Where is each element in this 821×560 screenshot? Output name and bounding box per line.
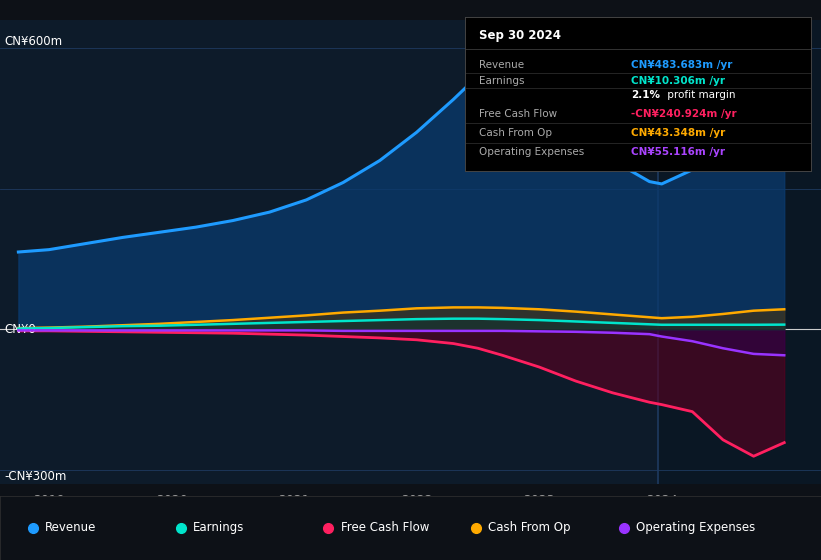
Text: Sep 30 2024: Sep 30 2024 — [479, 29, 561, 42]
Text: CN¥55.116m /yr: CN¥55.116m /yr — [631, 147, 725, 157]
Text: Revenue: Revenue — [45, 521, 97, 534]
Text: Cash From Op: Cash From Op — [479, 128, 552, 138]
Text: CN¥600m: CN¥600m — [4, 35, 62, 48]
Text: Free Cash Flow: Free Cash Flow — [479, 109, 557, 119]
Text: Revenue: Revenue — [479, 59, 524, 69]
Text: 2.1%: 2.1% — [631, 90, 660, 100]
Text: CN¥483.683m /yr: CN¥483.683m /yr — [631, 59, 732, 69]
Text: CN¥10.306m /yr: CN¥10.306m /yr — [631, 76, 725, 86]
Text: CN¥43.348m /yr: CN¥43.348m /yr — [631, 128, 725, 138]
Text: Operating Expenses: Operating Expenses — [636, 521, 755, 534]
Text: -CN¥240.924m /yr: -CN¥240.924m /yr — [631, 109, 736, 119]
Text: -CN¥300m: -CN¥300m — [4, 470, 67, 483]
Text: Earnings: Earnings — [479, 76, 524, 86]
Text: Cash From Op: Cash From Op — [488, 521, 571, 534]
Text: Earnings: Earnings — [193, 521, 245, 534]
Text: CN¥0: CN¥0 — [4, 323, 36, 336]
Text: Operating Expenses: Operating Expenses — [479, 147, 584, 157]
Text: profit margin: profit margin — [664, 90, 736, 100]
Text: Free Cash Flow: Free Cash Flow — [341, 521, 429, 534]
Bar — [658, 20, 821, 484]
